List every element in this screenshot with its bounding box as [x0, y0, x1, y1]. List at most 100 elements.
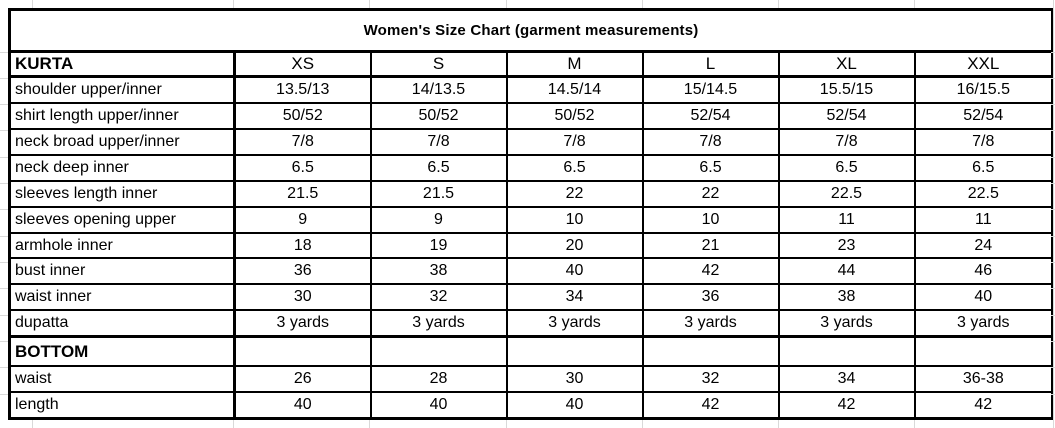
value-cell[interactable]: 7/8	[505, 127, 644, 156]
value-cell[interactable]: 10	[505, 205, 644, 234]
value-cell[interactable]: 32	[369, 283, 508, 312]
value-cell[interactable]: 42	[777, 390, 916, 420]
value-cell[interactable]: 3 yards	[777, 309, 916, 338]
value-cell[interactable]: 42	[913, 390, 1054, 420]
value-cell[interactable]: 6.5	[777, 153, 916, 182]
value-cell[interactable]: 3 yards	[641, 309, 780, 338]
value-cell[interactable]: 14.5/14	[505, 75, 644, 105]
value-cell[interactable]: 36	[233, 257, 372, 286]
value-cell[interactable]	[777, 335, 916, 367]
value-cell[interactable]: 22	[641, 179, 780, 208]
value-cell[interactable]: 42	[641, 257, 780, 286]
value-cell[interactable]: 46	[913, 257, 1054, 286]
row-label-cell[interactable]: shirt length upper/inner	[8, 102, 236, 130]
header-size-cell[interactable]: XXL	[913, 50, 1054, 78]
value-cell[interactable]: 3 yards	[505, 309, 644, 338]
value-cell[interactable]: 11	[913, 205, 1054, 234]
value-cell[interactable]: 42	[641, 390, 780, 420]
value-cell[interactable]: 36-38	[913, 364, 1054, 393]
value-cell[interactable]: 26	[233, 364, 372, 393]
value-cell[interactable]: 30	[505, 364, 644, 393]
value-cell[interactable]: 18	[233, 231, 372, 260]
value-cell[interactable]: 21.5	[369, 179, 508, 208]
value-cell[interactable]: 22.5	[777, 179, 916, 208]
value-cell[interactable]: 38	[369, 257, 508, 286]
value-cell[interactable]: 52/54	[641, 102, 780, 130]
row-label-cell[interactable]: waist inner	[8, 283, 236, 312]
row-label-cell[interactable]: bust inner	[8, 257, 236, 286]
header-size-cell[interactable]: S	[369, 50, 508, 78]
value-cell[interactable]: 50/52	[233, 102, 372, 130]
value-cell[interactable]: 6.5	[233, 153, 372, 182]
value-cell[interactable]: 7/8	[233, 127, 372, 156]
row-label-cell[interactable]: BOTTOM	[8, 335, 236, 367]
row-label-cell[interactable]: neck deep inner	[8, 153, 236, 182]
chart-title-cell[interactable]: Women's Size Chart (garment measurements…	[8, 8, 1054, 53]
value-cell[interactable]: 22	[505, 179, 644, 208]
value-cell[interactable]	[913, 335, 1054, 367]
value-cell[interactable]: 50/52	[505, 102, 644, 130]
row-label-cell[interactable]: sleeves length inner	[8, 179, 236, 208]
value-cell[interactable]: 7/8	[913, 127, 1054, 156]
header-size-cell[interactable]: XS	[233, 50, 372, 78]
value-cell[interactable]: 28	[369, 364, 508, 393]
row-label-cell[interactable]: shoulder upper/inner	[8, 75, 236, 105]
value-cell[interactable]: 32	[641, 364, 780, 393]
value-cell[interactable]: 20	[505, 231, 644, 260]
value-cell[interactable]: 15.5/15	[777, 75, 916, 105]
value-cell[interactable]	[641, 335, 780, 367]
value-cell[interactable]: 11	[777, 205, 916, 234]
value-cell[interactable]: 40	[369, 390, 508, 420]
value-cell[interactable]: 50/52	[369, 102, 508, 130]
value-cell[interactable]: 7/8	[641, 127, 780, 156]
value-cell[interactable]	[233, 335, 372, 367]
value-cell[interactable]: 6.5	[369, 153, 508, 182]
value-cell[interactable]: 10	[641, 205, 780, 234]
value-cell[interactable]: 38	[777, 283, 916, 312]
value-cell[interactable]: 52/54	[777, 102, 916, 130]
row-label-cell[interactable]: armhole inner	[8, 231, 236, 260]
row-label-cell[interactable]: waist	[8, 364, 236, 393]
value-cell[interactable]: 9	[233, 205, 372, 234]
row-label-cell[interactable]: neck broad upper/inner	[8, 127, 236, 156]
value-cell[interactable]: 6.5	[913, 153, 1054, 182]
header-size-cell[interactable]: XL	[777, 50, 916, 78]
value-cell[interactable]: 52/54	[913, 102, 1054, 130]
value-cell[interactable]: 40	[505, 257, 644, 286]
value-cell[interactable]: 16/15.5	[913, 75, 1054, 105]
header-size-cell[interactable]: L	[641, 50, 780, 78]
value-cell[interactable]: 7/8	[777, 127, 916, 156]
value-cell[interactable]: 7/8	[369, 127, 508, 156]
row-label-cell[interactable]: dupatta	[8, 309, 236, 338]
value-cell[interactable]: 40	[505, 390, 644, 420]
value-cell[interactable]: 6.5	[505, 153, 644, 182]
value-cell[interactable]: 3 yards	[913, 309, 1054, 338]
header-kurta-cell[interactable]: KURTA	[8, 50, 236, 78]
value-cell[interactable]: 34	[777, 364, 916, 393]
value-cell[interactable]: 34	[505, 283, 644, 312]
value-cell[interactable]	[505, 335, 644, 367]
value-cell[interactable]: 14/13.5	[369, 75, 508, 105]
row-label-cell[interactable]: length	[8, 390, 236, 420]
value-cell[interactable]: 19	[369, 231, 508, 260]
value-cell[interactable]: 22.5	[913, 179, 1054, 208]
value-cell[interactable]: 36	[641, 283, 780, 312]
value-cell[interactable]: 6.5	[641, 153, 780, 182]
header-size-cell[interactable]: M	[505, 50, 644, 78]
value-cell[interactable]: 21.5	[233, 179, 372, 208]
sheet-gridline	[0, 78, 8, 79]
value-cell[interactable]	[369, 335, 508, 367]
value-cell[interactable]: 3 yards	[369, 309, 508, 338]
value-cell[interactable]: 21	[641, 231, 780, 260]
selected-cell[interactable]: 24	[913, 231, 1054, 260]
value-cell[interactable]: 40	[233, 390, 372, 420]
value-cell[interactable]: 13.5/13	[233, 75, 372, 105]
value-cell[interactable]: 44	[777, 257, 916, 286]
value-cell[interactable]: 15/14.5	[641, 75, 780, 105]
value-cell[interactable]: 3 yards	[233, 309, 372, 338]
value-cell[interactable]: 40	[913, 283, 1054, 312]
value-cell[interactable]: 23	[777, 231, 916, 260]
value-cell[interactable]: 30	[233, 283, 372, 312]
row-label-cell[interactable]: sleeves opening upper	[8, 205, 236, 234]
value-cell[interactable]: 9	[369, 205, 508, 234]
